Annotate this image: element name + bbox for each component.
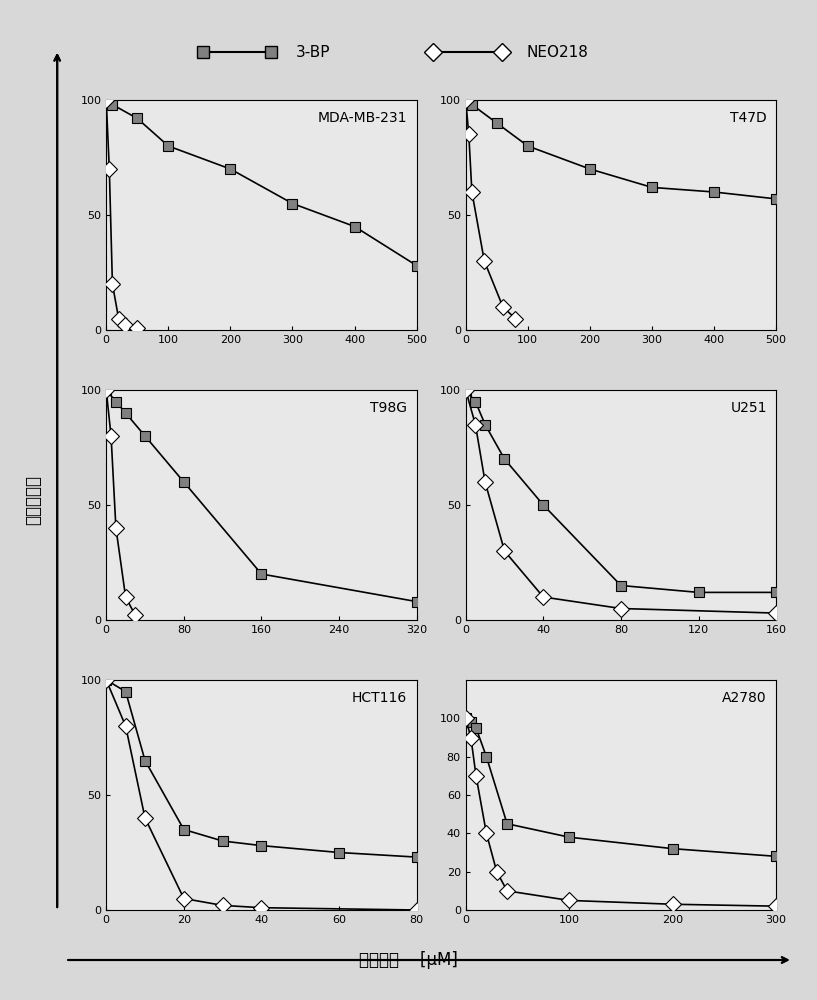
Text: 药物浓度    [μM]: 药物浓度 [μM]: [359, 951, 458, 969]
Text: 3-BP: 3-BP: [296, 45, 330, 60]
Text: U251: U251: [730, 401, 767, 416]
Text: 细胞存活率: 细胞存活率: [24, 475, 42, 525]
Text: HCT116: HCT116: [352, 692, 408, 706]
Text: NEO218: NEO218: [526, 45, 588, 60]
Text: A2780: A2780: [722, 692, 767, 706]
Text: T98G: T98G: [370, 401, 408, 416]
Text: T47D: T47D: [730, 111, 767, 125]
Text: MDA-MB-231: MDA-MB-231: [318, 111, 408, 125]
